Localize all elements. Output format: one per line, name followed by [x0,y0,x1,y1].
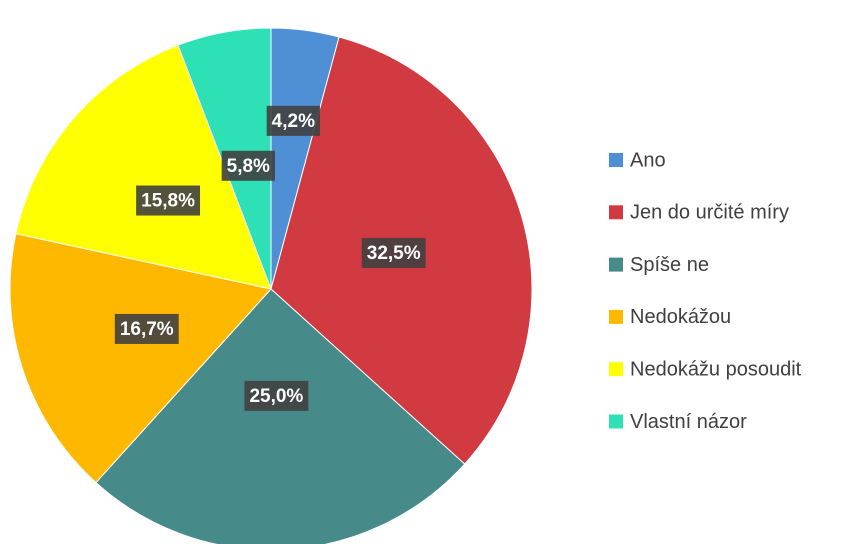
legend-swatch [609,362,623,377]
legend-swatch [609,205,623,220]
legend-label: Vlastní názor [630,411,747,433]
data-label-text: 32,5% [367,243,421,264]
legend-swatch [609,153,623,167]
data-label: 16,7% [114,313,179,344]
data-label: 5,8% [221,150,275,181]
data-label-text: 5,8% [227,156,270,177]
data-label-text: 25,0% [249,386,303,407]
legend-label: Ano [630,149,666,171]
data-label-box [266,105,320,136]
data-label-box [136,185,201,216]
legend-label: Nedokážou [630,306,731,328]
legend-label: Jen do určité míry [630,202,789,224]
legend-label: Nedokážu posoudit [630,358,802,380]
data-label-box [244,380,309,411]
legend-swatch [609,309,623,324]
data-label-box [114,313,179,344]
data-label: 25,0% [244,380,309,411]
data-label-text: 16,7% [120,319,174,340]
data-label-box [361,237,426,268]
pie-slice [95,288,466,544]
legend-label: Spíše ne [630,254,709,276]
data-label-text: 4,2% [272,111,315,132]
data-label: 4,2% [266,105,320,136]
pie-slice [15,44,272,290]
legend-swatch [609,414,623,429]
legend-swatch [609,257,623,272]
data-label-box [221,150,275,181]
data-label: 15,8% [136,185,201,216]
data-label: 32,5% [361,237,426,268]
pie-slice [9,233,272,484]
data-label-text: 15,8% [141,191,195,212]
